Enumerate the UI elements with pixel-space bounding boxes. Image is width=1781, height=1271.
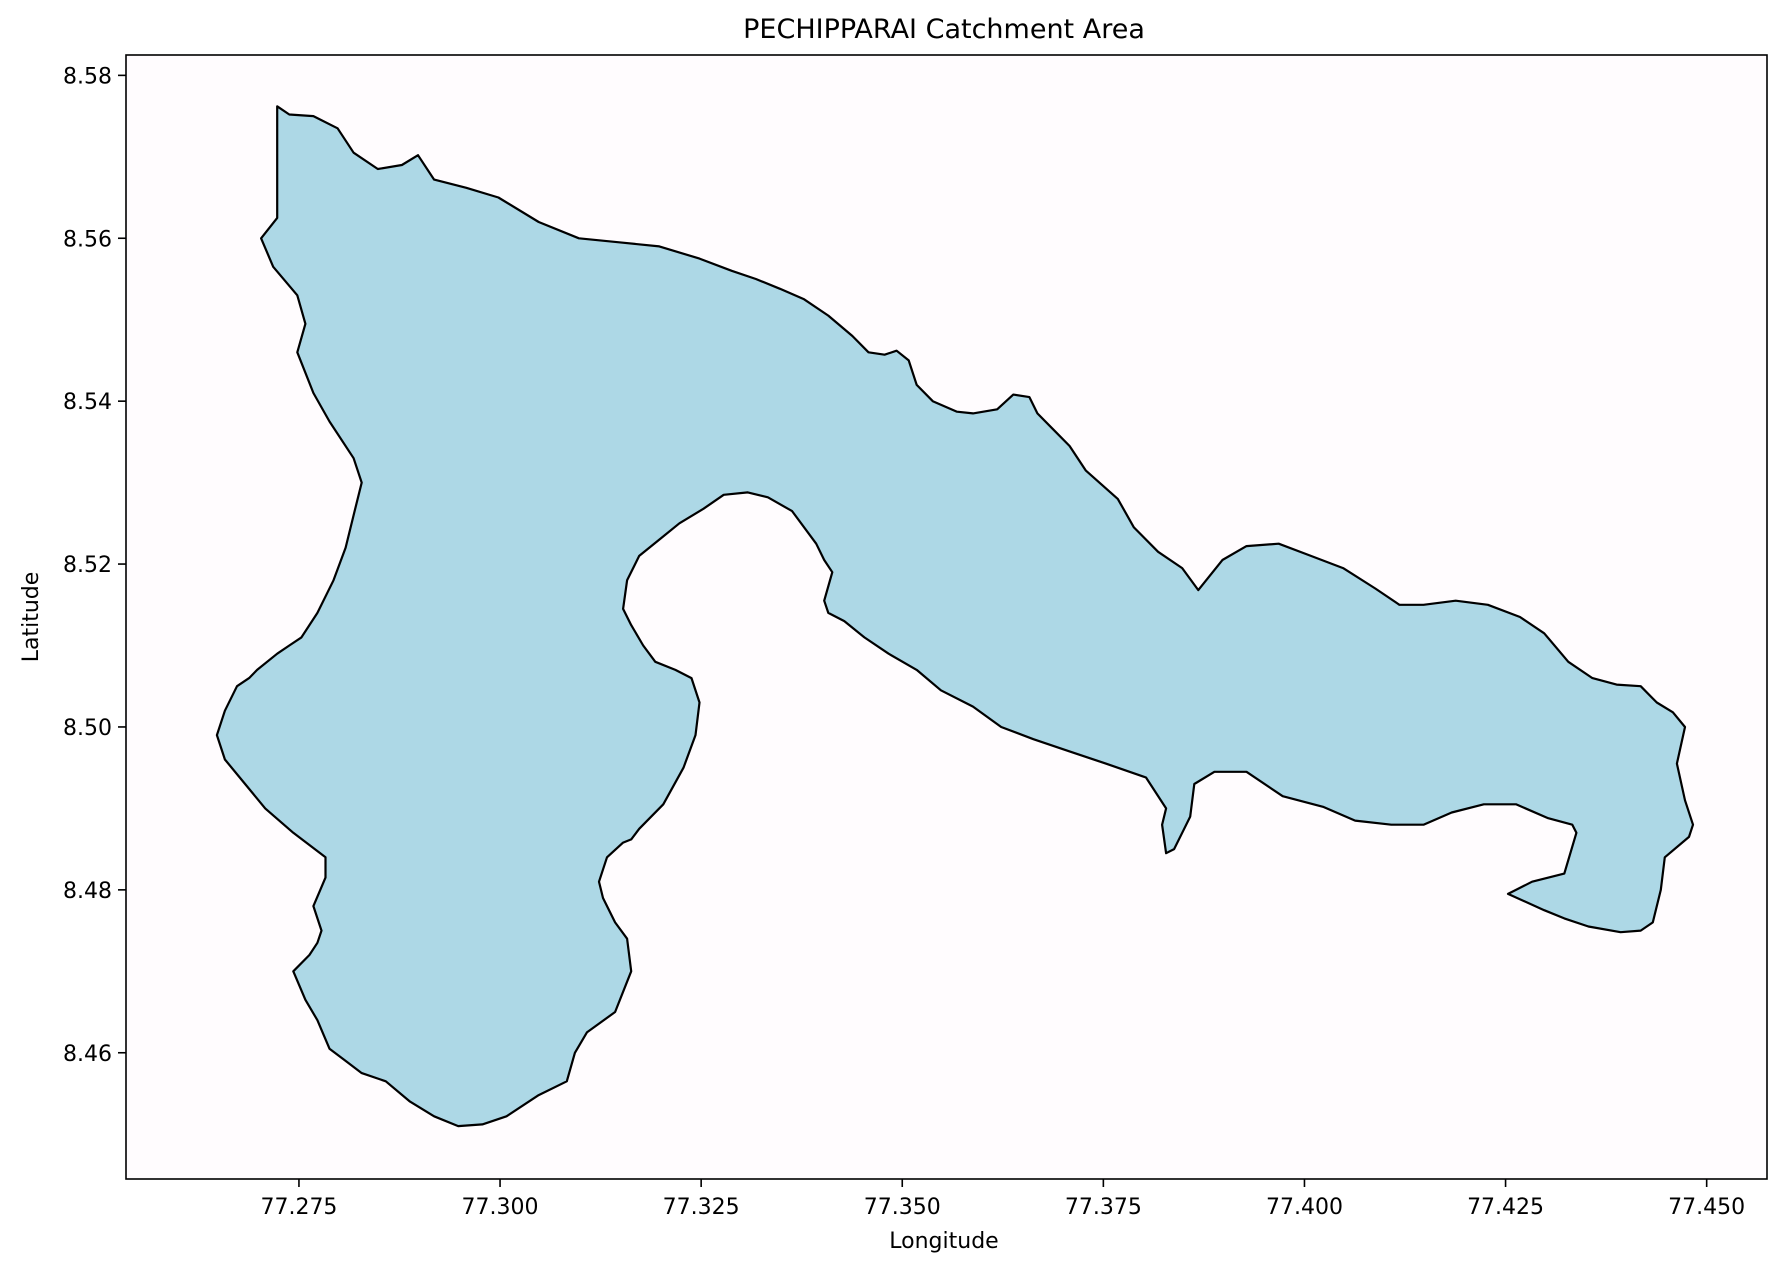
y-axis-label: Latitude xyxy=(19,572,44,663)
y-tick-label: 8.58 xyxy=(63,64,112,89)
x-tick-label: 77.325 xyxy=(663,1195,740,1220)
y-tick-label: 8.54 xyxy=(63,390,112,415)
x-axis-label: Longitude xyxy=(889,1229,998,1254)
plot-frame xyxy=(125,54,1768,1180)
x-axis-ticks: 77.275 77.300 77.325 77.350 77.375 77.400 77.4… xyxy=(260,1179,1745,1220)
y-tick-label: 8.46 xyxy=(63,1042,112,1067)
x-tick-label: 77.275 xyxy=(260,1195,337,1220)
y-tick-label: 8.52 xyxy=(63,553,112,578)
map-layer xyxy=(215,105,1695,1128)
y-tick-label: 8.48 xyxy=(63,879,112,904)
y-tick-label: 8.56 xyxy=(63,227,112,252)
x-tick-label: 77.375 xyxy=(1065,1195,1142,1220)
x-tick-label: 77.350 xyxy=(864,1195,941,1220)
catchment-polygon xyxy=(215,105,1695,1128)
y-tick-label: 8.50 xyxy=(63,716,112,741)
y-axis-ticks: 8.46 8.48 8.50 8.52 8.54 8.56 8.58 xyxy=(63,64,126,1067)
x-tick-label: 77.450 xyxy=(1668,1195,1745,1220)
x-tick-label: 77.400 xyxy=(1266,1195,1343,1220)
x-tick-label: 77.300 xyxy=(462,1195,539,1220)
x-tick-label: 77.425 xyxy=(1467,1195,1544,1220)
chart-title: PECHIPPARAI Catchment Area xyxy=(743,14,1145,45)
